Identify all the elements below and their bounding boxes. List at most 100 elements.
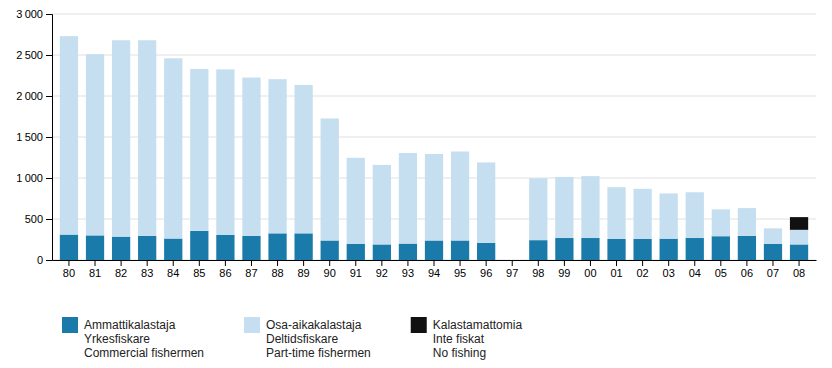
bar [242, 236, 260, 260]
legend-item: Osa-aikakalastajaDeltidsfiskarePart-time… [244, 317, 371, 360]
bar [190, 68, 208, 69]
bar [451, 152, 469, 241]
bar [607, 187, 625, 239]
tick-label: 1 500 [16, 131, 43, 143]
bar [529, 240, 547, 260]
tick-mark [460, 260, 461, 266]
tick: 1 500 [16, 131, 52, 143]
bar [321, 118, 339, 240]
tick-label: 95 [454, 267, 466, 279]
bar [138, 236, 156, 260]
tick: 2 500 [16, 49, 52, 61]
bar [190, 231, 208, 260]
tick-label: 80 [63, 267, 75, 279]
tick-mark [46, 219, 52, 220]
tick: 87 [245, 260, 257, 279]
tick-label: 87 [245, 267, 257, 279]
tick: 83 [141, 260, 153, 279]
bar [347, 157, 365, 158]
bar [112, 40, 130, 236]
tick-label: 92 [376, 267, 388, 279]
tick-mark [46, 96, 52, 97]
bar [373, 244, 391, 260]
bar [686, 238, 704, 260]
legend-label: KalastamattomiaInte fiskatNo fishing [433, 318, 523, 360]
tick-mark [95, 260, 96, 266]
bar [790, 217, 808, 230]
tick-mark [329, 260, 330, 266]
bar [660, 239, 678, 260]
tick-mark [512, 260, 513, 266]
bar [581, 176, 599, 238]
tick-mark [381, 260, 382, 266]
bars [60, 36, 808, 260]
tick: 97 [506, 260, 518, 279]
tick-mark [434, 260, 435, 266]
tick-label: 00 [584, 267, 596, 279]
bar [529, 178, 547, 179]
y-axis: 05001 0001 5002 0002 5003 000 [16, 8, 52, 266]
tick-mark [46, 178, 52, 179]
bar [347, 244, 365, 260]
tick-label: 500 [25, 213, 43, 225]
bar [607, 187, 625, 188]
bar [503, 260, 521, 261]
bar [555, 238, 573, 260]
bar [712, 236, 730, 260]
tick: 05 [715, 260, 727, 279]
tick-label: 89 [297, 267, 309, 279]
tick-label: 81 [89, 267, 101, 279]
tick-label: 84 [167, 267, 179, 279]
tick-mark [199, 260, 200, 266]
bar [764, 228, 782, 243]
legend-label: AmmattikalastajaYrkesfiskareCommercial f… [84, 318, 204, 360]
tick: 3 000 [16, 8, 52, 20]
tick: 04 [689, 260, 701, 279]
bar [633, 188, 651, 189]
bar [660, 193, 678, 238]
bar [216, 235, 234, 260]
tick-label: 90 [324, 267, 336, 279]
bar [425, 240, 443, 260]
tick: 07 [767, 260, 779, 279]
tick: 500 [25, 213, 52, 225]
tick-mark [46, 14, 52, 15]
tick-label: 96 [480, 267, 492, 279]
bar [268, 79, 286, 233]
tick-mark [68, 260, 69, 266]
tick-label: 91 [350, 267, 362, 279]
bar [738, 208, 756, 209]
bar [294, 84, 312, 85]
tick: 88 [271, 260, 283, 279]
tick-mark [46, 137, 52, 138]
tick: 00 [584, 260, 596, 279]
bar [555, 177, 573, 238]
bar [555, 176, 573, 177]
tick: 0 [37, 254, 52, 266]
tick: 95 [454, 260, 466, 279]
tick: 86 [219, 260, 231, 279]
tick-mark [121, 260, 122, 266]
tick: 08 [793, 260, 805, 279]
bar [633, 189, 651, 239]
bar [790, 244, 808, 260]
bar [451, 240, 469, 260]
tick-mark [303, 260, 304, 266]
tick: 80 [63, 260, 75, 279]
bar [164, 58, 182, 59]
tick: 03 [663, 260, 675, 279]
tick: 96 [480, 260, 492, 279]
tick-mark [642, 260, 643, 266]
tick-label: 04 [689, 267, 701, 279]
bar [477, 162, 495, 163]
x-axis: 8081828384858687888990919293949596979899… [53, 260, 817, 279]
tick-label: 03 [663, 267, 675, 279]
bar [112, 237, 130, 260]
bar [425, 153, 443, 154]
tick: 2 000 [16, 90, 52, 102]
tick-mark [355, 260, 356, 266]
bar [738, 236, 756, 260]
tick-mark [668, 260, 669, 266]
bar [112, 40, 130, 41]
bar [529, 178, 547, 240]
